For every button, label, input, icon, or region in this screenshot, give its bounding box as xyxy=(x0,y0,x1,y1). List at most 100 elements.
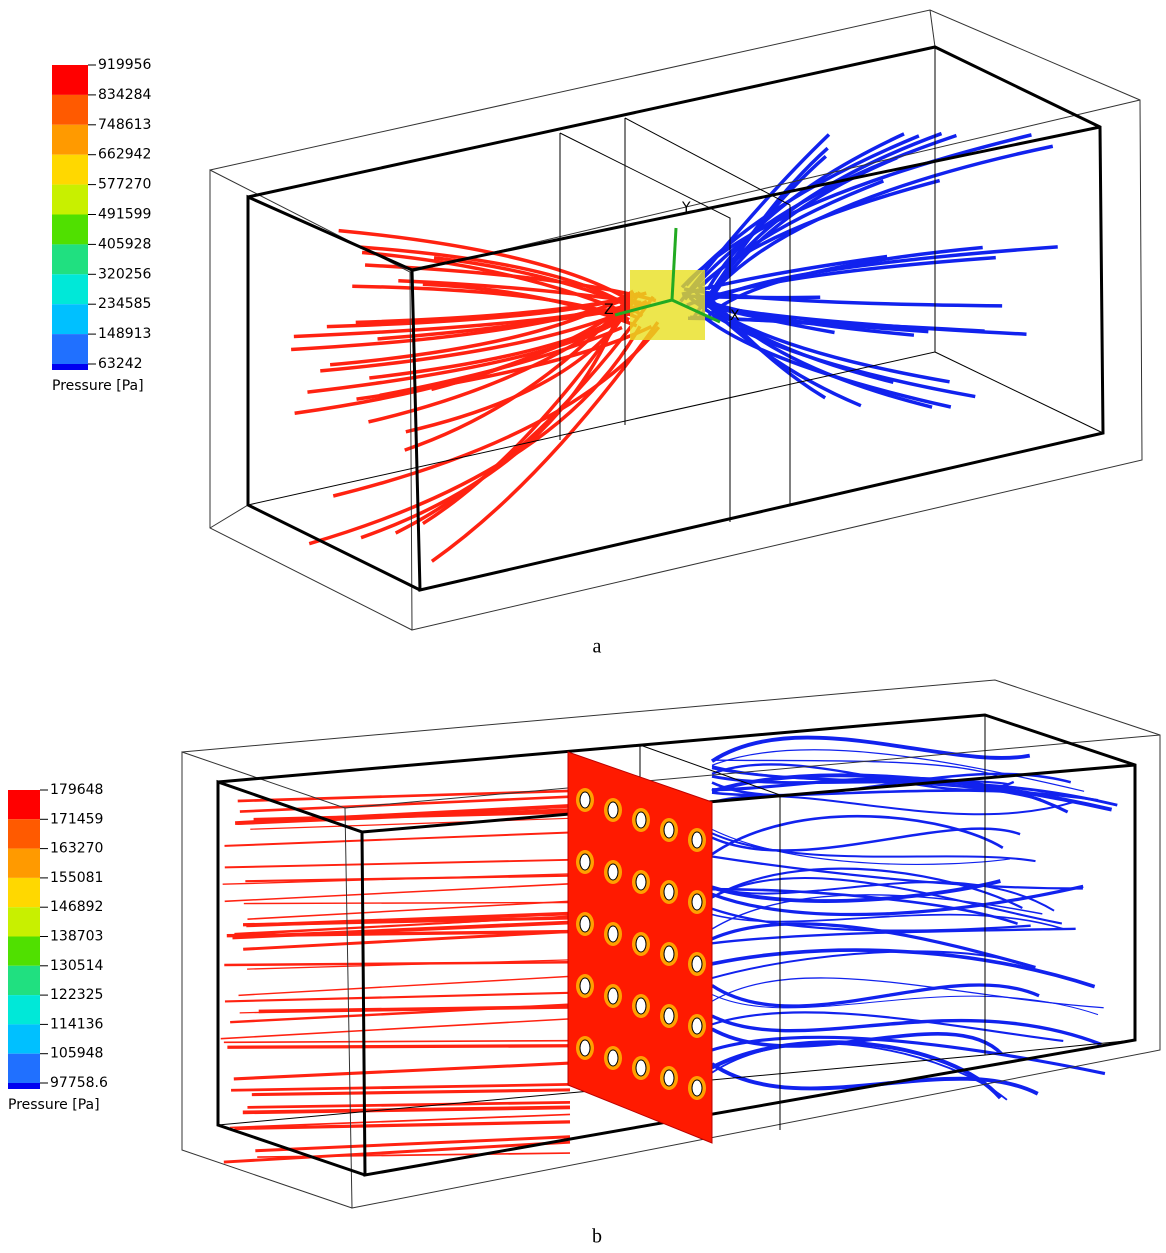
streamline xyxy=(711,795,1074,816)
streamline xyxy=(430,321,660,563)
hole xyxy=(691,955,703,973)
streamline xyxy=(711,867,1023,910)
streamline xyxy=(711,876,1063,925)
hole xyxy=(607,1049,619,1067)
hole xyxy=(691,831,703,849)
streamline xyxy=(711,1014,1103,1047)
streamline xyxy=(232,920,571,940)
streamline xyxy=(711,832,1036,863)
color-band xyxy=(52,184,88,215)
streamline xyxy=(711,773,1113,812)
legend-label: 834284 xyxy=(98,87,152,103)
hole xyxy=(579,977,591,995)
hole xyxy=(635,1059,647,1077)
streamline xyxy=(693,300,835,335)
streamline xyxy=(356,325,653,401)
domain-box-a xyxy=(246,45,1105,592)
hole xyxy=(663,821,675,839)
streamline xyxy=(224,961,571,967)
caption: a xyxy=(593,636,602,658)
streamline xyxy=(224,883,571,903)
streamline xyxy=(711,994,1099,1016)
axis-label: Y xyxy=(681,200,691,216)
color-band xyxy=(8,907,40,937)
streamline xyxy=(711,749,1085,792)
legend-label: 148913 xyxy=(98,326,151,342)
streamline xyxy=(247,900,571,920)
color-band xyxy=(8,995,40,1025)
color-band xyxy=(8,819,40,849)
domain-box-b xyxy=(216,713,1137,1177)
streamline xyxy=(338,228,639,307)
legend-label: 114136 xyxy=(50,1016,104,1032)
hole xyxy=(579,915,591,933)
hole xyxy=(691,1079,703,1097)
legend-title: Pressure [Pa] xyxy=(8,1097,100,1113)
color-band xyxy=(8,1024,40,1054)
streamline xyxy=(253,809,571,822)
streamline xyxy=(224,991,571,1003)
legend-title: Pressure [Pa] xyxy=(52,378,144,394)
streamline xyxy=(711,766,1042,801)
hole xyxy=(579,853,591,871)
streamline xyxy=(711,913,1063,930)
legend-b: 179648 171459 163270 155081 146892 138703 1305… xyxy=(8,782,108,1113)
hole xyxy=(663,1069,675,1087)
streamline xyxy=(251,1088,571,1097)
color-band-base xyxy=(8,1083,40,1089)
streamline xyxy=(360,304,624,540)
streamline xyxy=(711,879,1001,903)
color-band xyxy=(8,790,40,820)
hole xyxy=(663,945,675,963)
hole xyxy=(663,883,675,901)
hole xyxy=(635,997,647,1015)
streamline xyxy=(243,901,571,905)
color-band xyxy=(52,334,88,364)
legend-label: 179648 xyxy=(50,782,103,798)
legend-label: 146892 xyxy=(50,899,103,915)
axis-triad: Y Z X xyxy=(604,200,740,324)
color-band xyxy=(8,877,40,908)
legend-label: 491599 xyxy=(98,207,151,223)
dividers-a xyxy=(247,47,1104,522)
legend-label: 97758.6 xyxy=(50,1075,108,1091)
streamline xyxy=(711,1011,1064,1043)
streamline xyxy=(405,303,633,434)
streamline xyxy=(711,1035,1106,1076)
streamline xyxy=(238,975,571,997)
hole xyxy=(691,893,703,911)
streamline xyxy=(223,1039,571,1044)
streamline xyxy=(258,1005,571,1014)
color-band xyxy=(52,274,88,305)
streamline xyxy=(246,911,571,928)
color-band xyxy=(52,244,88,275)
caption: b xyxy=(592,1226,602,1248)
hole xyxy=(607,925,619,943)
color-band xyxy=(8,936,40,966)
streamline xyxy=(247,1100,571,1109)
hole xyxy=(635,873,647,891)
streamline xyxy=(243,930,571,951)
streamline xyxy=(711,828,1011,865)
outer-frame-b xyxy=(181,679,1161,1209)
legend-label: 63242 xyxy=(98,356,143,372)
hole xyxy=(579,1039,591,1057)
plate-holes xyxy=(576,788,706,1100)
streamline xyxy=(711,983,1040,1008)
legend-a: 919956 834284 748613 662942 577270 491599 4059… xyxy=(52,57,152,394)
streamline xyxy=(223,1140,571,1164)
color-band-base xyxy=(52,364,88,370)
legend-label: 155081 xyxy=(50,870,103,886)
legend-label: 163270 xyxy=(50,841,103,857)
streamline xyxy=(710,735,1031,763)
streamline xyxy=(422,282,638,328)
streamline xyxy=(711,887,1019,925)
streamline xyxy=(220,1018,571,1040)
axis-label: X xyxy=(730,308,740,324)
streamline xyxy=(685,134,920,287)
pressure-core xyxy=(630,270,705,340)
streamline xyxy=(234,1120,571,1131)
streamline xyxy=(711,894,1043,930)
streamline xyxy=(404,291,636,452)
